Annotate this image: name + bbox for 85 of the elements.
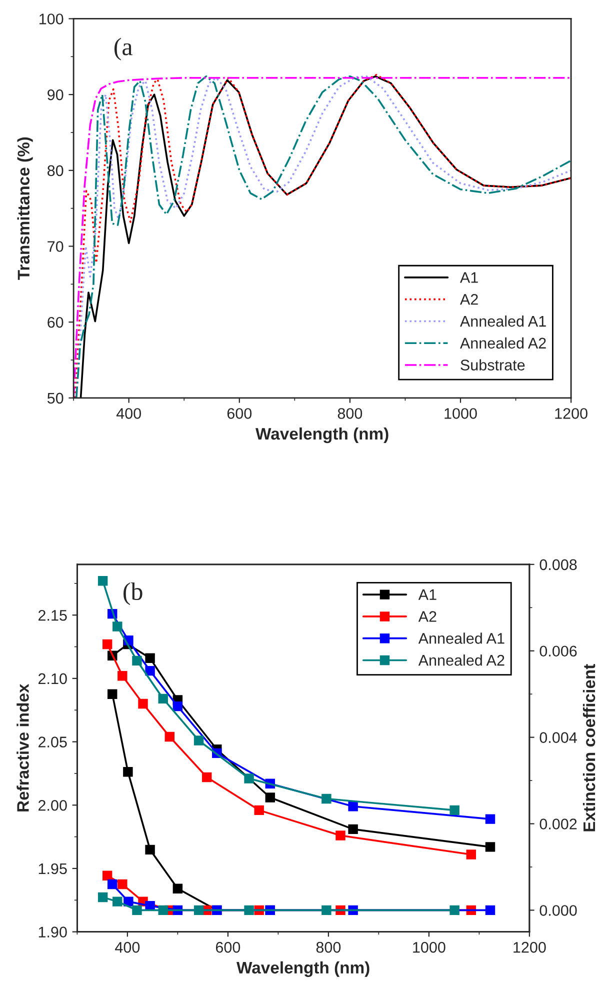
point (132, 656, 142, 666)
y-tick-label: 70 (48, 241, 64, 252)
point (107, 689, 118, 699)
legend-label: A2 (418, 611, 436, 622)
x-tick-label: 1000 (444, 408, 477, 419)
x-axis-title: Wavelength (nm) (236, 961, 370, 977)
point (138, 698, 148, 709)
point (172, 884, 183, 894)
y-tick-label: 60 (48, 316, 64, 328)
point (98, 892, 108, 902)
point (124, 896, 134, 906)
y-tick-label: 2.10 (38, 673, 67, 684)
point (118, 879, 128, 890)
point (102, 639, 112, 650)
x-tick-label: 400 (115, 942, 140, 953)
point (145, 666, 155, 676)
point (450, 805, 460, 816)
annotation: (b (124, 582, 142, 606)
x-tick-label: 600 (216, 942, 240, 953)
y-tick-label: 100 (40, 14, 64, 24)
point (118, 671, 128, 681)
point (336, 830, 346, 840)
y2-tick-label: 0.000 (540, 905, 577, 916)
point (202, 772, 212, 782)
point (112, 896, 122, 906)
point (98, 576, 108, 586)
point (244, 905, 254, 916)
point (466, 850, 476, 860)
x-tick-label: 1200 (514, 942, 546, 953)
point (164, 732, 175, 742)
point (485, 905, 496, 916)
point (107, 879, 118, 890)
point (348, 802, 358, 812)
point (145, 653, 155, 664)
point (123, 767, 133, 777)
y2-tick-label: 0.002 (540, 818, 577, 830)
y-tick-label: 80 (48, 165, 64, 176)
legend-label: Annealed A1 (460, 315, 546, 327)
x-tick-label: 800 (316, 942, 341, 953)
legend-label: Annealed A2 (460, 337, 546, 349)
point (194, 736, 204, 746)
point (322, 905, 332, 916)
y-tick-label: 1.90 (38, 926, 67, 938)
legend-label: Annealed A2 (418, 654, 504, 666)
y-tick-label: 90 (48, 89, 64, 100)
x-axis-title: Wavelength (nm) (256, 427, 388, 444)
point (450, 905, 460, 916)
y-tick-label: 50 (47, 392, 64, 404)
legend-label: Substrate (460, 359, 525, 370)
point (348, 824, 358, 834)
point (265, 792, 276, 802)
y2-axis-title: Extinction coefficient (582, 664, 596, 832)
point (132, 905, 142, 916)
point (112, 622, 122, 632)
point (485, 814, 496, 824)
point (145, 844, 155, 855)
point (172, 701, 183, 712)
y-tick-label: 2.00 (38, 800, 67, 811)
x-tick-label: 600 (227, 408, 252, 419)
legend-label: A1 (418, 589, 436, 600)
legend-label: Annealed A1 (418, 632, 504, 644)
y-tick-label: 1.95 (38, 863, 67, 874)
point (244, 774, 254, 784)
y2-tick-label: 0.008 (540, 559, 577, 570)
x-tick-label: 800 (338, 408, 362, 419)
legend-label: A2 (460, 294, 478, 305)
point (322, 794, 332, 804)
point (485, 842, 496, 852)
point (145, 901, 155, 911)
y-tick-label: 2.05 (38, 736, 67, 748)
point (254, 805, 264, 816)
y2-tick-label: 0.006 (540, 646, 577, 657)
point (194, 905, 204, 916)
y2-tick-label: 0.004 (540, 732, 577, 743)
point (102, 870, 112, 880)
x-tick-label: 1000 (413, 942, 446, 953)
y-axis-title: Transmittance (%) (17, 137, 33, 280)
point (158, 694, 168, 704)
point (158, 905, 168, 916)
x-tick-label: 1200 (555, 408, 588, 419)
legend-label: A1 (460, 272, 478, 283)
y-axis-title: Refractive index (16, 684, 29, 812)
x-tick-label: 400 (116, 408, 141, 419)
y-tick-label: 2.15 (38, 610, 67, 621)
annotation: (a (114, 38, 132, 60)
